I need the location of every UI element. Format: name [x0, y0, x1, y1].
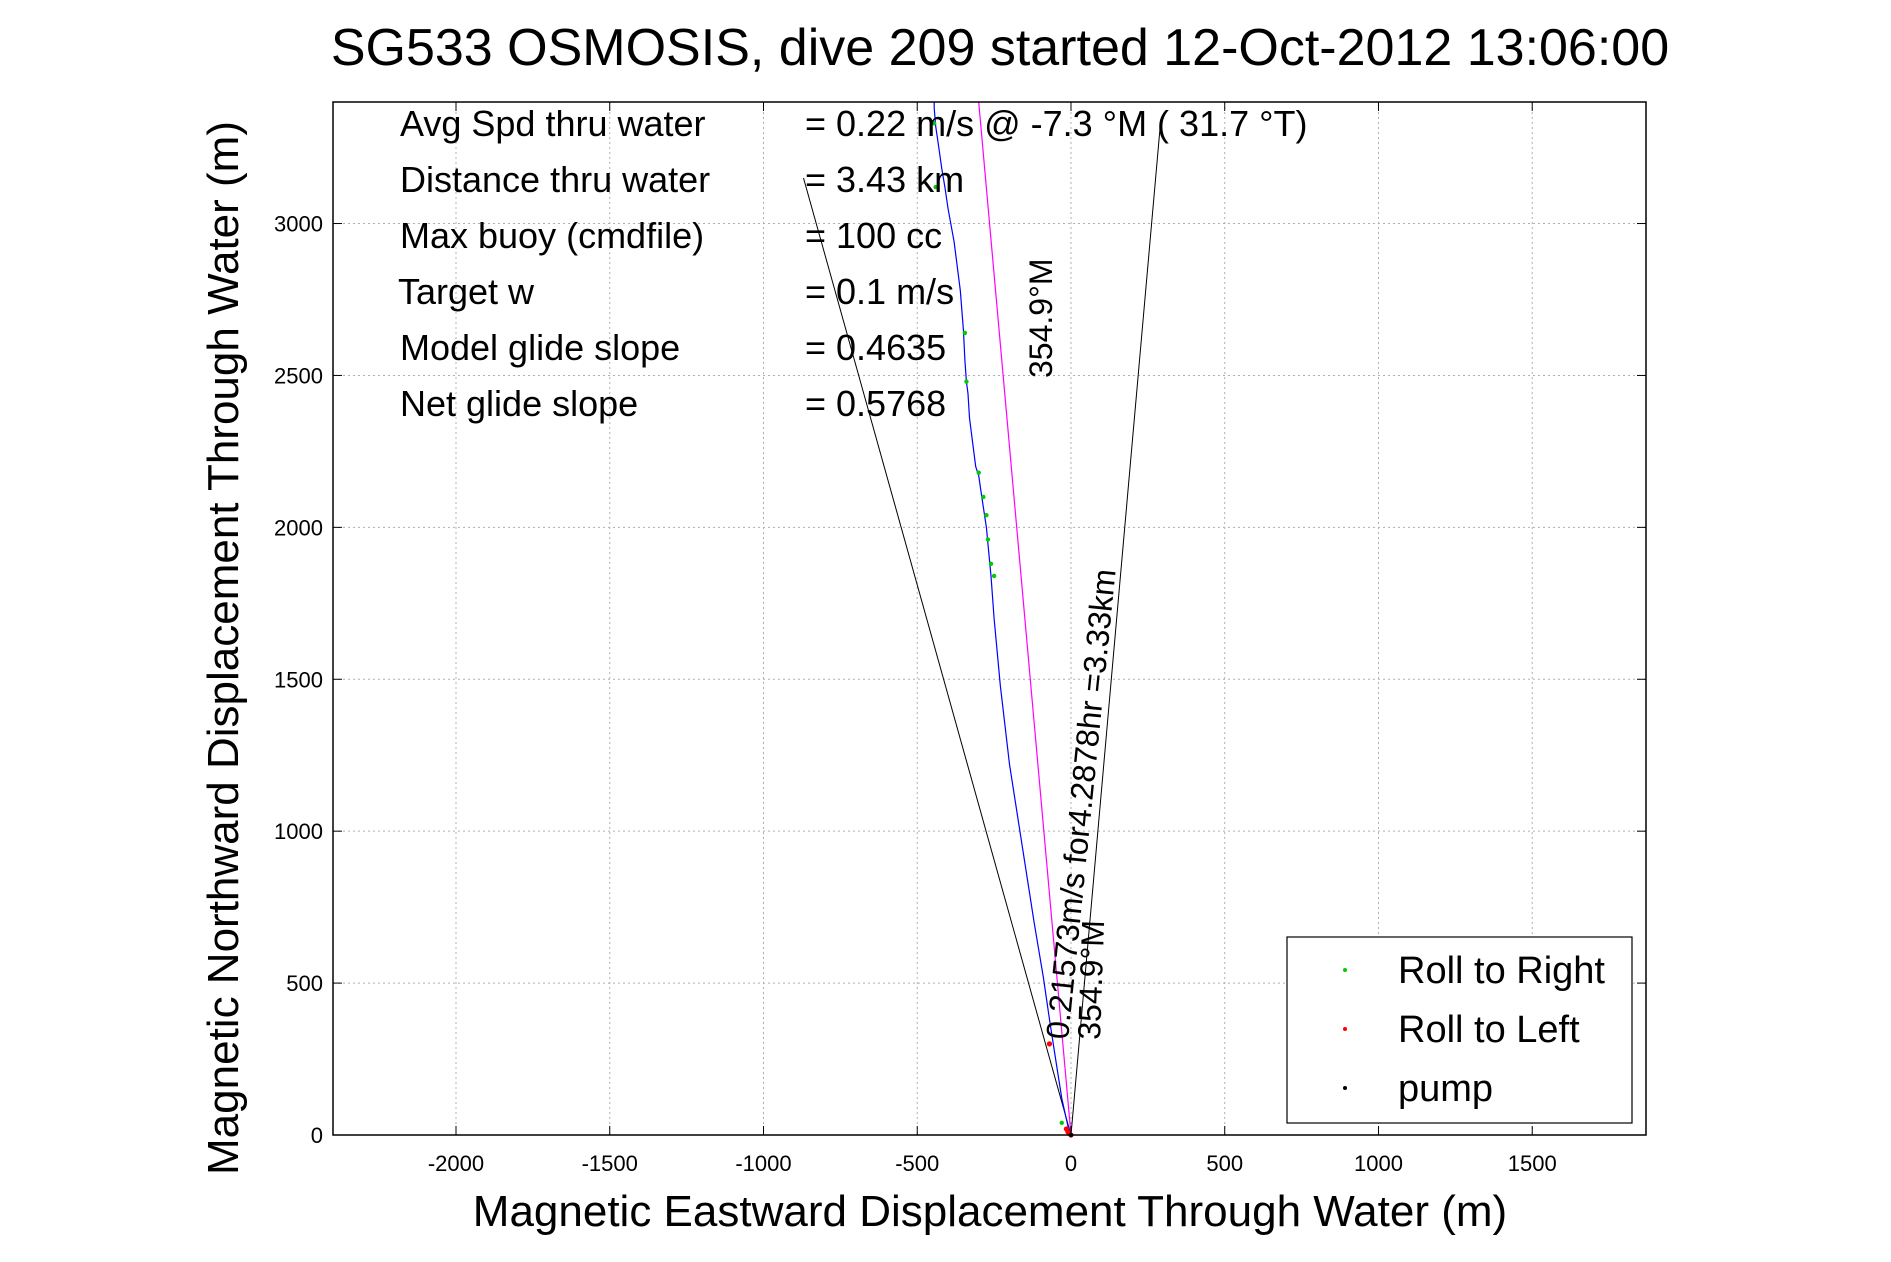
- stat-value: = 100 cc: [805, 215, 942, 256]
- roll-right-point: [976, 470, 981, 475]
- cone-line: [803, 177, 1072, 1136]
- y-tick-label: 500: [286, 971, 323, 996]
- x-tick-label: 0: [1065, 1151, 1077, 1176]
- stat-value: = 0.4635: [805, 327, 946, 368]
- roll-right-point: [933, 184, 938, 190]
- stat-label: Net glide slope: [400, 383, 638, 424]
- x-axis-label: Magnetic Eastward Displacement Through W…: [473, 1187, 1507, 1236]
- roll-right-point: [988, 561, 994, 567]
- roll-right-point: [931, 121, 937, 126]
- heading-top-annotation: 354.9°M: [1023, 258, 1059, 378]
- chart-title: SG533 OSMOSIS, dive 209 started 12-Oct-2…: [331, 19, 1669, 77]
- roll-right-point: [962, 330, 968, 336]
- x-tick-label: 1000: [1354, 1151, 1403, 1176]
- roll-right-point: [964, 379, 969, 384]
- legend-label-roll-right: Roll to Right: [1398, 950, 1605, 992]
- y-tick-label: 3000: [274, 212, 323, 237]
- stat-value: = 0.5768: [805, 383, 946, 424]
- stat-value: = 0.22 m/s @ -7.3 °M ( 31.7 °T): [805, 103, 1308, 144]
- y-tick-label: 2500: [274, 363, 323, 388]
- heading-line: [978, 101, 1072, 1136]
- stat-value: = 0.1 m/s: [805, 271, 954, 312]
- legend-marker-roll-left: [1343, 1027, 1347, 1031]
- roll-right-point: [991, 573, 997, 579]
- y-axis-label: Magnetic Northward Displacement Through …: [199, 121, 248, 1175]
- x-tick-label: 500: [1206, 1151, 1243, 1176]
- plot-lines: [803, 101, 1161, 1136]
- stat-label: Distance thru water: [400, 159, 710, 200]
- roll-left-point: [1046, 1041, 1053, 1047]
- legend-label-roll-left: Roll to Left: [1398, 1009, 1580, 1051]
- stat-value: = 3.43 km: [805, 159, 964, 200]
- roll-right-point: [985, 537, 991, 542]
- roll-right-point: [1059, 1120, 1064, 1126]
- stat-label: Model glide slope: [400, 327, 680, 368]
- cone-line: [1070, 126, 1161, 1136]
- y-tick-label: 0: [311, 1123, 323, 1148]
- legend-label-pump: pump: [1398, 1068, 1493, 1110]
- stats-panel: Avg Spd thru water = 0.22 m/s @ -7.3 °M (…: [398, 103, 1308, 424]
- ticks: -2000 -1500 -1000 -500 0 500 1000 1500 0 500 1000 1…: [274, 102, 1646, 1176]
- heading-bottom-annotation: 354.9°M: [1071, 920, 1111, 1041]
- stat-label: Max buoy (cmdfile): [400, 215, 704, 256]
- roll-right-point: [981, 494, 986, 500]
- y-tick-label: 1500: [274, 667, 323, 692]
- y-tick-label: 1000: [274, 819, 323, 844]
- legend-marker-pump: [1343, 1086, 1347, 1090]
- stat-label: Target w: [398, 271, 535, 312]
- x-tick-label: -500: [895, 1151, 939, 1176]
- x-tick-label: -2000: [428, 1151, 484, 1176]
- x-tick-label: -1000: [735, 1151, 791, 1176]
- roll-right-point: [984, 513, 989, 518]
- x-tick-label: 1500: [1508, 1151, 1557, 1176]
- y-tick-label: 2000: [274, 515, 323, 540]
- plot-frame: [332, 101, 1647, 1136]
- track-line: [933, 102, 1072, 1136]
- legend: Roll to Right Roll to Left pump: [1286, 936, 1633, 1124]
- stat-label: Avg Spd thru water: [400, 103, 706, 144]
- x-tick-label: -1500: [582, 1151, 638, 1176]
- legend-marker-roll-right: [1343, 968, 1347, 972]
